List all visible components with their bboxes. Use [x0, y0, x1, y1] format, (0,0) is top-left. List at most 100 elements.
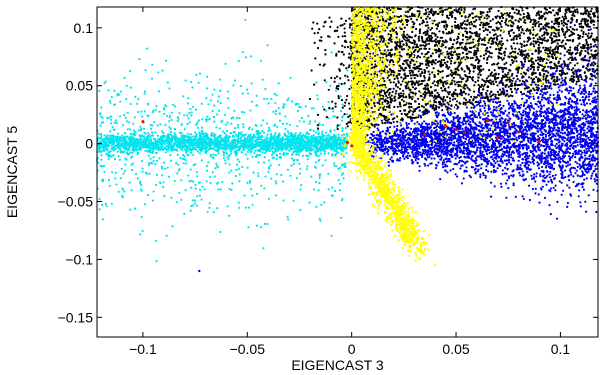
data-point-cyan: [216, 148, 219, 151]
data-point-cyan: [247, 92, 250, 95]
data-point-cyan: [277, 145, 280, 148]
data-point-cyan: [314, 153, 317, 156]
data-point-cyan: [331, 147, 334, 150]
data-point-cyan: [130, 163, 133, 166]
data-point-cyan: [228, 143, 231, 146]
data-point-cyan: [267, 166, 271, 169]
data-point-cyan: [335, 165, 338, 168]
data-point-cyan: [190, 179, 193, 182]
data-point-black: [508, 68, 511, 72]
data-point-black: [445, 66, 448, 69]
data-point-cyan: [109, 150, 112, 153]
data-point-cyan: [192, 164, 195, 167]
data-point-cyan: [275, 173, 278, 176]
data-point-cyan: [260, 138, 263, 141]
data-point-cyan: [253, 145, 256, 149]
data-point-black: [496, 84, 499, 87]
data-point-cyan: [224, 138, 227, 141]
data-point-cyan: [241, 123, 245, 126]
data-point-black: [520, 25, 523, 28]
data-point-black: [463, 70, 466, 73]
data-point-black: [508, 12, 511, 15]
data-point-cyan: [337, 178, 340, 182]
data-point-cyan: [288, 145, 292, 148]
data-point-cyan: [247, 206, 250, 209]
data-point-black: [414, 92, 417, 95]
data-point-black: [429, 86, 433, 89]
data-point-cyan: [187, 117, 190, 120]
data-point-black: [556, 11, 560, 15]
data-point-cyan: [158, 157, 161, 160]
data-point-black: [406, 15, 409, 18]
data-point-cyan: [260, 184, 263, 187]
data-point-cyan: [308, 201, 311, 204]
data-point-cyan: [338, 82, 341, 85]
data-point-cyan: [145, 136, 148, 139]
data-point-cyan: [185, 151, 188, 154]
data-point-black: [583, 71, 587, 74]
data-point-cyan: [131, 169, 134, 172]
data-point-black: [455, 81, 459, 84]
data-point-cyan: [102, 121, 105, 124]
data-point-cyan: [138, 134, 141, 137]
data-point-cyan: [168, 175, 171, 178]
data-point-black: [408, 93, 411, 96]
data-point-cyan: [238, 180, 241, 183]
data-point-cyan: [110, 96, 113, 99]
data-point-black: [539, 73, 542, 77]
data-point-cyan: [109, 130, 112, 133]
data-point-cyan: [280, 140, 283, 143]
data-point-cyan: [266, 133, 269, 136]
data-point-cyan: [315, 150, 318, 153]
data-point-cyan: [110, 122, 113, 125]
data-point-cyan: [342, 177, 345, 180]
data-point-cyan: [174, 105, 177, 108]
data-point-cyan: [121, 187, 124, 190]
data-point-cyan: [339, 148, 342, 151]
data-point-black: [503, 63, 506, 66]
data-point-black: [517, 29, 521, 32]
data-point-cyan: [129, 128, 132, 131]
data-point-cyan: [228, 214, 231, 217]
data-point-black: [518, 79, 521, 82]
data-point-cyan: [176, 145, 179, 149]
data-point-cyan: [219, 143, 222, 146]
data-point-cyan: [197, 119, 201, 122]
data-point-cyan: [256, 136, 259, 139]
data-point-cyan: [231, 182, 234, 185]
data-point-black: [441, 76, 444, 79]
data-point-black: [520, 67, 524, 70]
data-point-black: [471, 12, 474, 15]
data-point-cyan: [329, 130, 332, 133]
data-point-cyan: [103, 134, 106, 137]
data-point-cyan: [106, 144, 109, 147]
data-point-cyan: [148, 134, 151, 137]
data-point-cyan: [157, 71, 160, 74]
data-point-black: [431, 52, 434, 55]
data-point-cyan: [165, 114, 169, 118]
data-point-cyan: [286, 168, 289, 171]
data-point-black: [565, 11, 568, 14]
data-point-cyan: [230, 143, 234, 146]
data-point-black: [446, 91, 449, 94]
data-point-cyan: [299, 188, 302, 191]
data-point-cyan: [333, 115, 336, 118]
data-point-cyan: [152, 144, 155, 147]
data-point-cyan: [190, 111, 193, 114]
data-point-black: [493, 69, 496, 72]
data-point-cyan: [212, 132, 215, 135]
data-point-cyan: [299, 167, 302, 170]
data-point-cyan: [142, 143, 145, 146]
data-point-black: [507, 71, 510, 74]
data-point-black: [462, 56, 465, 59]
data-point-cyan: [304, 105, 307, 108]
data-point-cyan: [161, 130, 164, 133]
data-point-cyan: [286, 215, 289, 218]
data-point-cyan: [224, 113, 227, 116]
data-point-cyan: [158, 110, 161, 113]
data-point-black: [385, 116, 388, 119]
data-point-black: [577, 78, 580, 81]
data-point-black: [454, 16, 457, 20]
data-point-cyan: [337, 133, 340, 136]
data-point-cyan: [259, 132, 262, 135]
